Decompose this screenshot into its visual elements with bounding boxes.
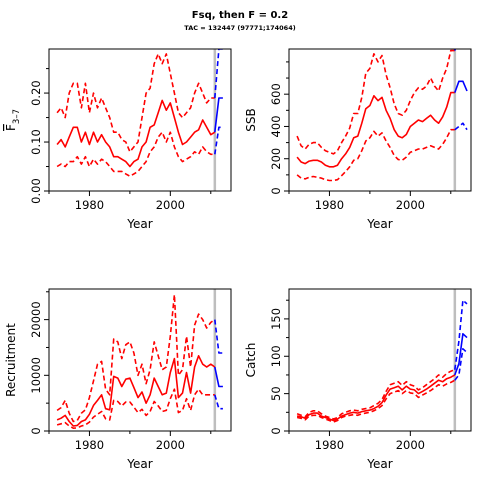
y-axis-label: SSB [244, 108, 258, 131]
series-estimate [296, 91, 455, 168]
series-lower [296, 128, 455, 182]
catch-panel: 1980 2000 0 50 100 150 Year Catch [244, 288, 472, 471]
x-tick-label: 1980 [315, 198, 344, 212]
y-tick-label: 200 [269, 148, 283, 170]
y-tick-label: 100 [269, 345, 283, 367]
y-tick-label: 150 [269, 308, 283, 330]
x-tick-label: 2000 [156, 438, 185, 452]
plot-frame [48, 288, 232, 432]
y-tick-label: 0.10 [29, 129, 43, 155]
series-upper [296, 368, 456, 420]
y-tick-label: 50 [269, 386, 283, 401]
plot-frame [288, 288, 472, 432]
x-axis-label: Year [366, 457, 392, 471]
series-projection-lower [454, 122, 468, 131]
series-estimate [296, 374, 456, 422]
ssb-panel: 1980 2000 0 200 400 600 Year SSB [244, 48, 472, 231]
series-lower [296, 379, 456, 423]
series-projection [214, 366, 223, 388]
y-tick-label: 0 [269, 427, 283, 434]
figure-subtitle: TAC = 132447 (97771;174064) [184, 24, 296, 32]
y-axis-label: Catch [244, 343, 258, 378]
x-tick-label: 1980 [75, 198, 104, 212]
figure-title: Fsq, then F = 0.2 [191, 10, 289, 21]
x-tick-label: 2000 [396, 438, 425, 452]
series-projection [454, 332, 468, 376]
x-axis-label: Year [126, 457, 152, 471]
series-estimate [56, 99, 216, 168]
series-projection [454, 80, 468, 93]
series-lower [56, 388, 215, 430]
y-tick-label: 0 [29, 427, 43, 434]
y-tick-label: 600 [269, 83, 283, 105]
x-tick-label: 1980 [75, 438, 104, 452]
series-lower [56, 131, 215, 178]
series-projection-upper [214, 319, 223, 354]
series-projection [214, 97, 223, 133]
y-tick-label: 0 [269, 187, 283, 194]
y-tick-label: 10000 [29, 357, 43, 394]
series-estimate [56, 354, 216, 427]
series-upper [296, 49, 455, 155]
series-projection-upper [454, 49, 456, 51]
y-tick-label: 20000 [29, 301, 43, 338]
series-projection-lower [214, 394, 223, 410]
y-axis-label: F3–7 [4, 109, 22, 131]
series-upper [56, 293, 216, 423]
y-tick-label: 0.20 [29, 80, 43, 106]
x-tick-label: 2000 [396, 198, 425, 212]
series-projection-lower [214, 126, 223, 155]
y-tick-label: 0.00 [29, 178, 43, 204]
series-projection-upper [214, 49, 223, 99]
x-axis-label: Year [126, 217, 152, 231]
x-tick-label: 1980 [315, 438, 344, 452]
y-axis-label: Recruitment [4, 323, 18, 397]
series-projection-lower [454, 347, 468, 381]
x-tick-label: 2000 [156, 198, 185, 212]
series-projection-upper [454, 299, 468, 370]
y-tick-label: 400 [269, 115, 283, 137]
plot-frame [288, 48, 472, 192]
x-axis-label: Year [366, 217, 392, 231]
f-panel: 1980 2000 0.00 0.10 0.20 Year F3–7 [4, 48, 232, 231]
